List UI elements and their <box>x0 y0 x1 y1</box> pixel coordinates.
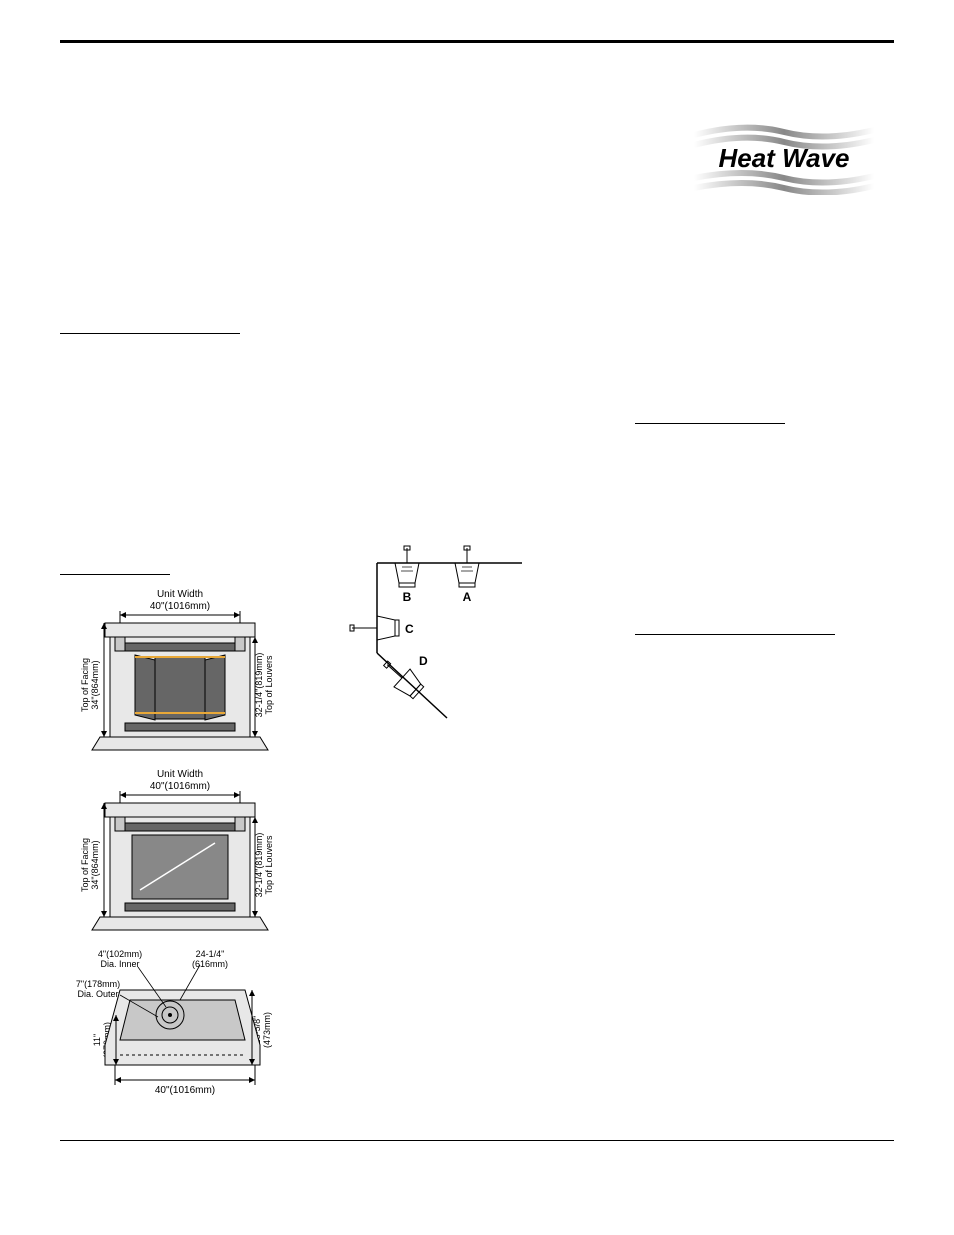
brand-logo: Heat Wave <box>684 120 884 200</box>
unit-width-value-1: 40"(1016mm) <box>150 601 210 612</box>
unit-width-value-2: 40"(1016mm) <box>150 781 210 792</box>
facing-label-2: Top of Facing <box>80 838 90 892</box>
width-40-label: 40"(1016mm) <box>155 1085 215 1096</box>
flue-c: C <box>350 616 414 640</box>
left-column: Unit Width 40"(1016mm) <box>60 313 319 1120</box>
louver-label-1: Top of Louvers <box>264 655 274 715</box>
flue-a: A <box>455 546 479 604</box>
label-d: D <box>419 654 428 668</box>
depth-24-label: 24-1/4"(616mm) <box>192 949 228 969</box>
flue-b: B <box>395 546 419 604</box>
dia-outer-label: 7"(178mm)Dia. Outer <box>76 979 120 999</box>
middle-column: A B <box>347 313 606 1120</box>
vent-abcd-diagram: A B <box>347 543 527 723</box>
facing-label-1: Top of Facing <box>80 658 90 712</box>
label-b: B <box>403 590 412 604</box>
page-container: Heat Wave Unit Width 40"(1016mm) <box>0 0 954 1181</box>
label-c: C <box>405 622 414 636</box>
right-column <box>635 313 894 1120</box>
dia-inner-label: 4"(102mm)Dia. Inner <box>98 949 142 969</box>
mid-spacer <box>347 313 606 543</box>
label-a: A <box>463 590 472 604</box>
facing-height-1: 34"(864mm) <box>90 660 100 709</box>
section-underline-2 <box>60 554 170 575</box>
heatwave-logo-svg: Heat Wave <box>684 120 884 195</box>
bottom-rule <box>60 1140 894 1141</box>
facing-height-2: 34"(864mm) <box>90 840 100 889</box>
unit-width-label-2: Unit Width <box>157 769 203 780</box>
section-underline-3 <box>635 403 785 424</box>
right-spacer-1 <box>635 313 894 403</box>
section-underline-4 <box>635 614 835 635</box>
section-underline-1 <box>60 313 240 334</box>
top-rule <box>60 40 894 43</box>
louver-label-2: Top of Louvers <box>264 835 274 895</box>
right-spacer-2 <box>635 434 894 614</box>
fireplace-diagram: Unit Width 40"(1016mm) <box>60 585 300 1115</box>
spacer <box>60 344 319 554</box>
brand-text: Heat Wave <box>718 143 849 173</box>
columns: Unit Width 40"(1016mm) <box>60 313 894 1120</box>
unit-width-label-1: Unit Width <box>157 589 203 600</box>
